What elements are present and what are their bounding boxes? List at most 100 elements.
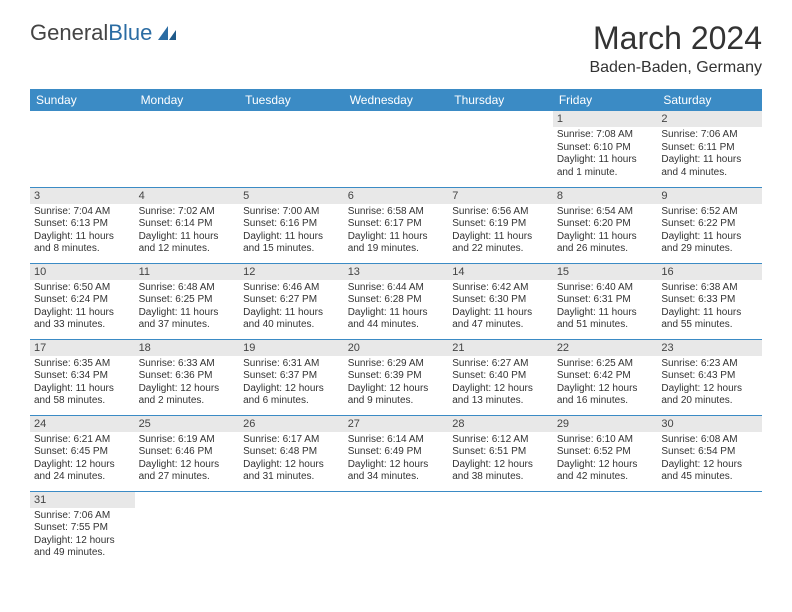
header: GeneralBlue March 2024 Baden-Baden, Germ… [30,20,762,77]
daylight-text: Daylight: 11 hours and 51 minutes. [557,307,654,332]
sunset-text: Sunset: 6:37 PM [243,370,340,383]
calendar-day-cell: 4Sunrise: 7:02 AMSunset: 6:14 PMDaylight… [135,187,240,263]
weekday-header: Sunday [30,89,135,111]
calendar-day-cell: 3Sunrise: 7:04 AMSunset: 6:13 PMDaylight… [30,187,135,263]
sunrise-text: Sunrise: 6:50 AM [34,282,131,295]
calendar-day-cell: 30Sunrise: 6:08 AMSunset: 6:54 PMDayligh… [657,415,762,491]
weekday-header-row: SundayMondayTuesdayWednesdayThursdayFrid… [30,89,762,111]
day-details: Sunrise: 6:14 AMSunset: 6:49 PMDaylight:… [344,432,449,488]
calendar-day-cell: 21Sunrise: 6:27 AMSunset: 6:40 PMDayligh… [448,339,553,415]
day-number: 18 [135,340,240,356]
daylight-text: Daylight: 12 hours and 27 minutes. [139,459,236,484]
day-details: Sunrise: 6:17 AMSunset: 6:48 PMDaylight:… [239,432,344,488]
day-details: Sunrise: 6:35 AMSunset: 6:34 PMDaylight:… [30,356,135,412]
calendar-body: 1Sunrise: 7:08 AMSunset: 6:10 PMDaylight… [30,111,762,567]
daylight-text: Daylight: 12 hours and 6 minutes. [243,383,340,408]
sunset-text: Sunset: 6:19 PM [452,218,549,231]
calendar-day-cell: 18Sunrise: 6:33 AMSunset: 6:36 PMDayligh… [135,339,240,415]
logo-text-a: General [30,20,108,46]
daylight-text: Daylight: 12 hours and 13 minutes. [452,383,549,408]
sunrise-text: Sunrise: 6:40 AM [557,282,654,295]
sunset-text: Sunset: 6:31 PM [557,294,654,307]
day-details: Sunrise: 6:31 AMSunset: 6:37 PMDaylight:… [239,356,344,412]
sunrise-text: Sunrise: 6:10 AM [557,434,654,447]
calendar-day-cell [239,491,344,567]
daylight-text: Daylight: 12 hours and 20 minutes. [661,383,758,408]
day-number: 27 [344,416,449,432]
day-details: Sunrise: 6:58 AMSunset: 6:17 PMDaylight:… [344,204,449,260]
sunrise-text: Sunrise: 6:58 AM [348,206,445,219]
day-details: Sunrise: 6:08 AMSunset: 6:54 PMDaylight:… [657,432,762,488]
daylight-text: Daylight: 11 hours and 12 minutes. [139,231,236,256]
sunrise-text: Sunrise: 6:17 AM [243,434,340,447]
calendar-day-cell: 17Sunrise: 6:35 AMSunset: 6:34 PMDayligh… [30,339,135,415]
calendar-day-cell: 1Sunrise: 7:08 AMSunset: 6:10 PMDaylight… [553,111,658,187]
sunset-text: Sunset: 6:22 PM [661,218,758,231]
day-details: Sunrise: 6:46 AMSunset: 6:27 PMDaylight:… [239,280,344,336]
sunrise-text: Sunrise: 6:48 AM [139,282,236,295]
day-number: 17 [30,340,135,356]
daylight-text: Daylight: 12 hours and 49 minutes. [34,535,131,560]
calendar-day-cell: 25Sunrise: 6:19 AMSunset: 6:46 PMDayligh… [135,415,240,491]
calendar-day-cell: 13Sunrise: 6:44 AMSunset: 6:28 PMDayligh… [344,263,449,339]
calendar-week-row: 24Sunrise: 6:21 AMSunset: 6:45 PMDayligh… [30,415,762,491]
day-details: Sunrise: 7:02 AMSunset: 6:14 PMDaylight:… [135,204,240,260]
day-number: 8 [553,188,658,204]
daylight-text: Daylight: 11 hours and 1 minute. [557,154,654,179]
title-block: March 2024 Baden-Baden, Germany [589,20,762,77]
calendar-day-cell [657,491,762,567]
daylight-text: Daylight: 12 hours and 38 minutes. [452,459,549,484]
logo: GeneralBlue [30,20,178,46]
day-details: Sunrise: 6:38 AMSunset: 6:33 PMDaylight:… [657,280,762,336]
day-details: Sunrise: 6:27 AMSunset: 6:40 PMDaylight:… [448,356,553,412]
sunset-text: Sunset: 6:39 PM [348,370,445,383]
sunrise-text: Sunrise: 6:08 AM [661,434,758,447]
calendar-day-cell: 11Sunrise: 6:48 AMSunset: 6:25 PMDayligh… [135,263,240,339]
daylight-text: Daylight: 11 hours and 15 minutes. [243,231,340,256]
day-number: 26 [239,416,344,432]
sunrise-text: Sunrise: 6:56 AM [452,206,549,219]
sunset-text: Sunset: 6:16 PM [243,218,340,231]
daylight-text: Daylight: 11 hours and 37 minutes. [139,307,236,332]
weekday-header: Monday [135,89,240,111]
day-number: 9 [657,188,762,204]
daylight-text: Daylight: 11 hours and 8 minutes. [34,231,131,256]
calendar-week-row: 1Sunrise: 7:08 AMSunset: 6:10 PMDaylight… [30,111,762,187]
sunrise-text: Sunrise: 7:06 AM [34,510,131,523]
calendar-day-cell: 8Sunrise: 6:54 AMSunset: 6:20 PMDaylight… [553,187,658,263]
daylight-text: Daylight: 11 hours and 22 minutes. [452,231,549,256]
weekday-header: Friday [553,89,658,111]
sunrise-text: Sunrise: 7:08 AM [557,129,654,142]
sunset-text: Sunset: 6:48 PM [243,446,340,459]
sunset-text: Sunset: 6:10 PM [557,142,654,155]
calendar-table: SundayMondayTuesdayWednesdayThursdayFrid… [30,89,762,567]
daylight-text: Daylight: 11 hours and 26 minutes. [557,231,654,256]
daylight-text: Daylight: 11 hours and 29 minutes. [661,231,758,256]
day-number: 16 [657,264,762,280]
calendar-day-cell: 14Sunrise: 6:42 AMSunset: 6:30 PMDayligh… [448,263,553,339]
sunset-text: Sunset: 7:55 PM [34,522,131,535]
calendar-day-cell: 16Sunrise: 6:38 AMSunset: 6:33 PMDayligh… [657,263,762,339]
day-number: 4 [135,188,240,204]
sunrise-text: Sunrise: 7:02 AM [139,206,236,219]
day-number: 11 [135,264,240,280]
calendar-day-cell: 24Sunrise: 6:21 AMSunset: 6:45 PMDayligh… [30,415,135,491]
calendar-day-cell: 26Sunrise: 6:17 AMSunset: 6:48 PMDayligh… [239,415,344,491]
calendar-day-cell [239,111,344,187]
daylight-text: Daylight: 11 hours and 55 minutes. [661,307,758,332]
sunrise-text: Sunrise: 6:52 AM [661,206,758,219]
sunset-text: Sunset: 6:34 PM [34,370,131,383]
calendar-day-cell: 5Sunrise: 7:00 AMSunset: 6:16 PMDaylight… [239,187,344,263]
daylight-text: Daylight: 12 hours and 34 minutes. [348,459,445,484]
calendar-day-cell: 12Sunrise: 6:46 AMSunset: 6:27 PMDayligh… [239,263,344,339]
sunset-text: Sunset: 6:17 PM [348,218,445,231]
calendar-day-cell [344,491,449,567]
day-details: Sunrise: 7:04 AMSunset: 6:13 PMDaylight:… [30,204,135,260]
calendar-day-cell: 9 Sunrise: 6:52 AMSunset: 6:22 PMDaylight… [657,187,762,263]
page-title: March 2024 [589,20,762,57]
day-number: 14 [448,264,553,280]
day-details: Sunrise: 6:48 AMSunset: 6:25 PMDaylight:… [135,280,240,336]
daylight-text: Daylight: 12 hours and 42 minutes. [557,459,654,484]
day-number: 13 [344,264,449,280]
daylight-text: Daylight: 12 hours and 9 minutes. [348,383,445,408]
